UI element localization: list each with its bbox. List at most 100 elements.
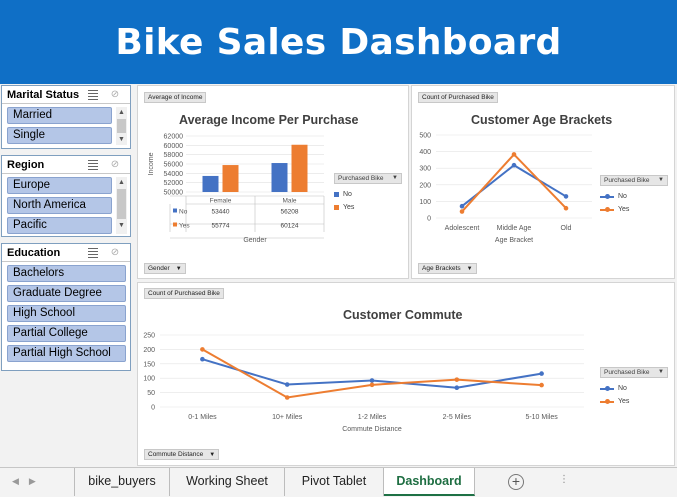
- legend-swatch: [600, 386, 614, 391]
- slicer-item-graduate-degree[interactable]: Graduate Degree: [7, 285, 126, 302]
- data-point: [563, 205, 569, 211]
- y-tick-label: 150: [143, 361, 155, 368]
- x-tick-label: 1-2 Miles: [358, 414, 387, 421]
- clear-filter-icon[interactable]: ⊘: [110, 88, 120, 100]
- value-field-button[interactable]: Count of Purchased Bike: [418, 92, 498, 103]
- y-tick-label: 200: [143, 347, 155, 354]
- age-line-chart: 0 100 200 300 400 500 Adolescent Middle Age Old A…: [419, 133, 592, 244]
- commute-line-chart: 0 50 100 150 200 250 0-1 Miles 10+ Miles 1-2 Mil…: [143, 333, 584, 433]
- commute-legend: Purchased Bike ▼ No Yes: [600, 367, 668, 408]
- age-chart-panel[interactable]: Count of Purchased Bike Customer Age Bra…: [411, 85, 675, 279]
- scroll-thumb[interactable]: [117, 189, 126, 219]
- age-legend: Purchased Bike ▼ No Yes: [600, 175, 668, 216]
- data-label: 53440: [211, 209, 229, 216]
- dropdown-arrow-icon: ▼: [658, 177, 664, 183]
- tab-working-sheet[interactable]: Working Sheet: [170, 468, 285, 496]
- y-tick-label: 400: [419, 149, 431, 156]
- value-field-button[interactable]: Average of Income: [144, 92, 207, 103]
- y-tick-label: 100: [143, 376, 155, 383]
- multi-select-icon[interactable]: [86, 247, 100, 259]
- commute-chart-panel[interactable]: Count of Purchased Bike Customer Commute…: [137, 282, 675, 466]
- data-point: [459, 209, 465, 214]
- data-point: [284, 382, 290, 387]
- dropdown-arrow-icon: ▼: [466, 266, 473, 272]
- legend-field-button[interactable]: Purchased Bike ▼: [600, 175, 668, 186]
- table-legend-key: [173, 208, 177, 213]
- legend-field-button[interactable]: Purchased Bike ▼: [334, 173, 402, 184]
- dropdown-arrow-icon: ▼: [209, 452, 216, 458]
- slicer-item-pacific[interactable]: Pacific: [7, 217, 112, 234]
- axis-field-button[interactable]: Gender ▼: [144, 263, 186, 274]
- chart-title: Customer Commute: [343, 308, 463, 322]
- scroll-down-icon[interactable]: ▼: [118, 136, 125, 143]
- y-tick-label: 54000: [164, 171, 184, 178]
- chart-title: Average Income Per Purchase: [179, 113, 359, 127]
- legend-swatch: [600, 399, 614, 404]
- scroll-up-icon[interactable]: ▲: [118, 179, 125, 186]
- clear-filter-icon[interactable]: ⊘: [110, 158, 120, 170]
- y-tick-label: 50000: [164, 190, 184, 197]
- y-tick-label: 62000: [164, 134, 184, 141]
- data-label: 60124: [280, 223, 298, 230]
- slicer-item-north-america[interactable]: North America: [7, 197, 112, 214]
- legend-swatch: [600, 194, 614, 199]
- tab-dashboard[interactable]: Dashboard: [384, 468, 475, 496]
- scroll-up-icon[interactable]: ▲: [118, 109, 125, 116]
- add-sheet-icon[interactable]: +: [508, 474, 524, 490]
- slicer-marital-status: Marital Status ⊘ Married Single ▲ ▼: [1, 85, 131, 149]
- legend-item-no: No: [600, 190, 668, 203]
- income-legend: Purchased Bike ▼ No Yes: [334, 173, 402, 214]
- slicer-item-bachelors[interactable]: Bachelors: [7, 265, 126, 282]
- axis-field-button[interactable]: Age Brackets ▼: [418, 263, 477, 274]
- slicer-scrollbar[interactable]: ▲ ▼: [116, 177, 127, 234]
- tab-scroll-arrows-icon[interactable]: ◀▶: [12, 476, 46, 486]
- table-legend-key: [173, 222, 177, 227]
- scroll-down-icon[interactable]: ▼: [118, 222, 125, 229]
- slicer-title: Education: [7, 246, 61, 259]
- bar: [222, 165, 239, 192]
- slicer-item-partial-college[interactable]: Partial College: [7, 325, 126, 342]
- y-tick-label: 250: [143, 333, 155, 340]
- data-point: [369, 378, 375, 383]
- tab-pivot-tablet[interactable]: Pivot Tablet: [285, 468, 384, 496]
- dashboard-sheet: Marital Status ⊘ Married Single ▲ ▼ Regi…: [0, 84, 677, 467]
- sheet-tab-bar: ◀▶ bike_buyers Working Sheet Pivot Table…: [0, 467, 677, 497]
- more-options-icon[interactable]: ⋮: [559, 474, 569, 485]
- data-point: [200, 356, 205, 362]
- value-field-button[interactable]: Count of Purchased Bike: [144, 288, 224, 299]
- dropdown-arrow-icon: ▼: [175, 266, 182, 272]
- income-chart-panel[interactable]: Average of Income Average Income Per Pur…: [137, 85, 409, 279]
- legend-item-yes: Yes: [600, 395, 668, 408]
- x-tick-label: Adolescent: [445, 225, 480, 232]
- table-row-label: No: [179, 209, 188, 216]
- table-row-label: Yes: [179, 223, 190, 230]
- clear-filter-icon[interactable]: ⊘: [110, 246, 120, 258]
- slicer-item-married[interactable]: Married: [7, 107, 112, 124]
- legend-swatch: [600, 207, 614, 212]
- slicer-item-europe[interactable]: Europe: [7, 177, 112, 194]
- legend-item-yes: Yes: [600, 203, 668, 216]
- x-axis-label: Age Bracket: [495, 237, 533, 244]
- multi-select-icon[interactable]: [86, 89, 100, 101]
- x-tick-label: 5-10 Miles: [525, 414, 558, 421]
- scroll-thumb[interactable]: [117, 119, 126, 133]
- tab-bike-buyers[interactable]: bike_buyers: [74, 468, 170, 496]
- data-point: [511, 152, 517, 157]
- slicer-item-partial-high-school[interactable]: Partial High School: [7, 345, 126, 362]
- table-header: Female: [210, 198, 232, 205]
- legend-field-button[interactable]: Purchased Bike ▼: [600, 367, 668, 378]
- slicer-item-high-school[interactable]: High School: [7, 305, 126, 322]
- y-tick-label: 0: [151, 405, 155, 412]
- multi-select-icon[interactable]: [86, 159, 100, 171]
- table-header: Male: [282, 198, 296, 205]
- legend-item-yes: Yes: [334, 201, 402, 214]
- slicer-item-single[interactable]: Single: [7, 127, 112, 144]
- x-tick-label: Old: [561, 225, 572, 232]
- bar: [291, 144, 308, 192]
- slicer-scrollbar[interactable]: ▲ ▼: [116, 107, 127, 145]
- axis-field-button[interactable]: Commute Distance ▼: [144, 449, 220, 460]
- dashboard-banner: Bike Sales Dashboard: [0, 0, 677, 84]
- legend-swatch: [334, 192, 339, 197]
- data-label: 56208: [280, 209, 298, 216]
- y-tick-label: 0: [427, 216, 431, 223]
